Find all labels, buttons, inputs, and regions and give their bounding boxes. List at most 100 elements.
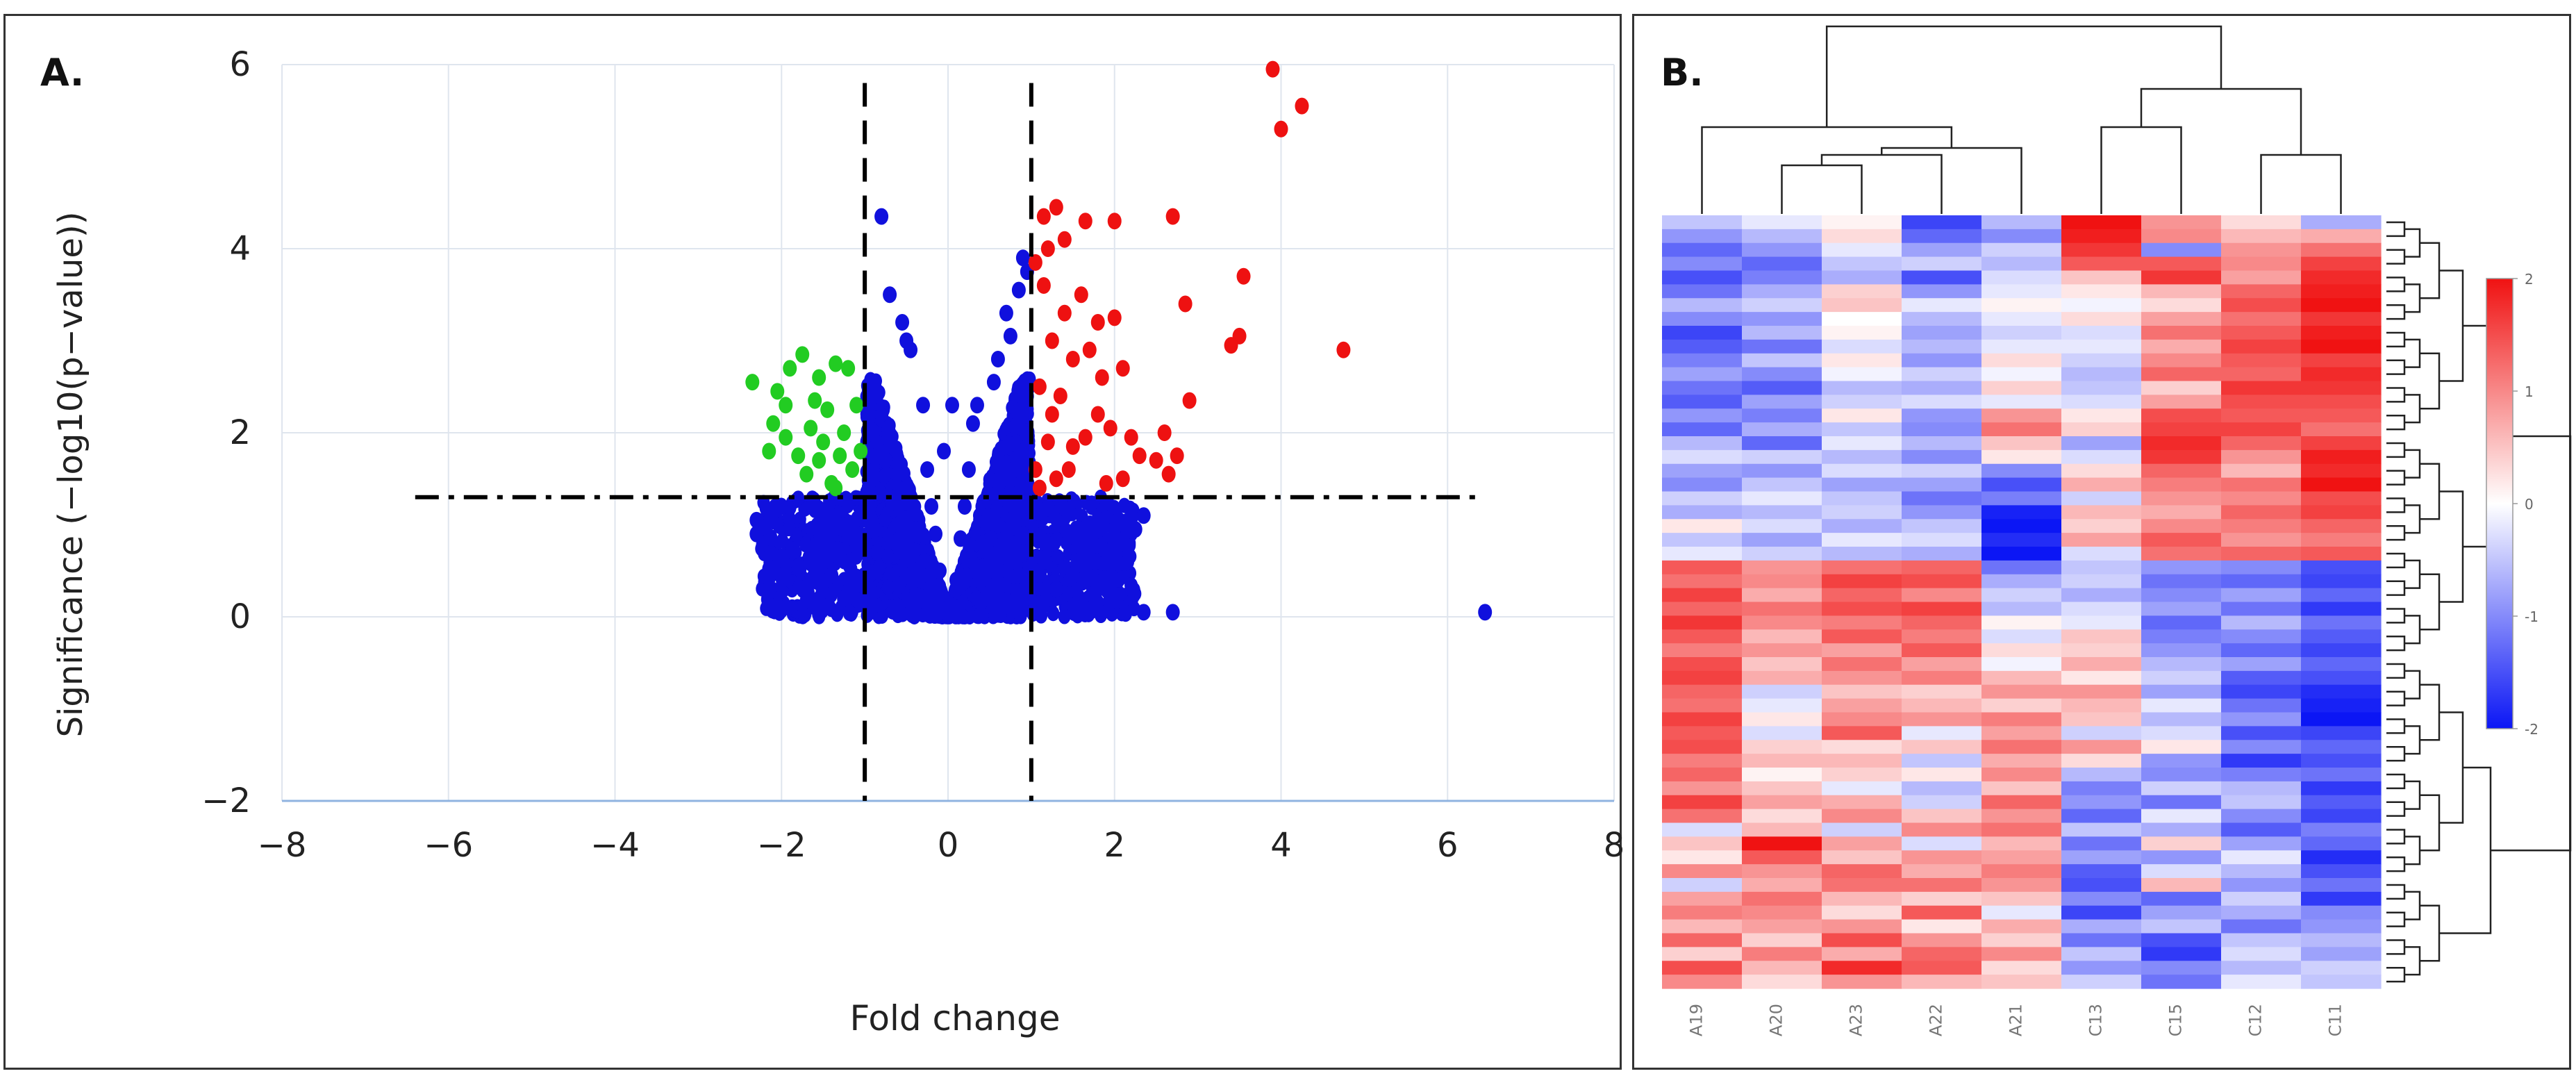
- point-ns: [1097, 542, 1111, 558]
- point-ns: [858, 512, 871, 528]
- heatmap-cell: [1822, 408, 1902, 423]
- column-label: A19: [1687, 1004, 1706, 1036]
- heatmap-cell: [2141, 670, 2222, 686]
- heatmap-cell: [1822, 449, 1902, 465]
- heatmap-cell: [2221, 381, 2302, 395]
- point: [908, 590, 922, 607]
- heatmap-cell: [1981, 905, 2062, 920]
- point-ns: [1120, 538, 1133, 554]
- point: [799, 465, 814, 483]
- heatmap-cell: [1822, 477, 1902, 492]
- heatmap-cell: [1742, 657, 1822, 672]
- point: [1107, 213, 1122, 230]
- heatmap-cell: [1822, 270, 1902, 285]
- heatmap-cell: [2221, 298, 2302, 313]
- point-ns: [993, 452, 1006, 467]
- heatmap-cell: [2221, 256, 2302, 272]
- point: [1165, 604, 1180, 621]
- heatmap-cell: [1902, 574, 1982, 589]
- heatmap-cell: [2141, 795, 2222, 810]
- heatmap-cell: [1662, 519, 1743, 533]
- heatmap-cell: [1902, 768, 1982, 782]
- point: [804, 420, 818, 437]
- heatmap-cell: [1981, 768, 2062, 782]
- point-ns: [922, 601, 936, 617]
- heatmap-cell: [1981, 381, 2062, 395]
- colorbar-tick-label: -2: [2525, 721, 2538, 738]
- point: [779, 429, 793, 446]
- heatmap-cell: [2221, 878, 2302, 893]
- panel-label-a: A.: [40, 51, 84, 94]
- heatmap-cell: [2141, 367, 2222, 382]
- heatmap-cell: [1902, 809, 1982, 824]
- heatmap-cell: [1902, 975, 1982, 989]
- heatmap-cell: [1742, 850, 1822, 865]
- heatmap-cell: [2301, 795, 2382, 810]
- heatmap-cell: [1822, 298, 1902, 313]
- point-ns: [994, 604, 1007, 620]
- heatmap-cell: [1742, 339, 1822, 354]
- heatmap-cell: [1662, 560, 1743, 575]
- heatmap-cell: [1902, 602, 1982, 616]
- heatmap-cell: [2061, 836, 2142, 851]
- dendrogram-branch: [2439, 766, 2492, 934]
- heatmap-cell: [1902, 726, 1982, 740]
- heatmap-cell: [1822, 754, 1902, 768]
- y-tick-label: 2: [229, 413, 251, 452]
- column-label: A20: [1767, 1004, 1786, 1036]
- x-tick-label: 4: [1270, 826, 1292, 865]
- heatmap-cell: [1822, 809, 1902, 824]
- heatmap-cell: [2221, 367, 2302, 382]
- heatmap-cell: [2221, 891, 2302, 906]
- heatmap-cell: [2061, 670, 2142, 686]
- heatmap-cell: [2221, 726, 2302, 740]
- dendrogram-branch: [2386, 884, 2406, 900]
- x-tick-label: 0: [938, 826, 959, 865]
- heatmap-cell: [1981, 643, 2062, 658]
- heatmap-cell: [2221, 242, 2302, 258]
- series-up-regulated: [1028, 60, 1351, 497]
- point: [1082, 553, 1097, 570]
- heatmap-cell: [2061, 298, 2142, 313]
- point-ns: [870, 521, 883, 537]
- point-ns: [774, 497, 788, 513]
- heatmap-cell: [2141, 395, 2222, 409]
- heatmap-cell: [1981, 491, 2062, 506]
- heatmap-cell: [1662, 795, 1743, 810]
- heatmap-cell: [2061, 339, 2142, 354]
- heatmap-cell: [2141, 408, 2222, 423]
- heatmap-cell: [2141, 822, 2222, 837]
- heatmap-cell: [1742, 367, 1822, 382]
- heatmap-cell: [1822, 436, 1902, 451]
- dendrogram-branch: [2404, 946, 2421, 976]
- point: [812, 452, 826, 469]
- heatmap-cell: [2141, 381, 2222, 395]
- heatmap-cell: [2301, 519, 2382, 533]
- heatmap-cell: [2301, 491, 2382, 506]
- heatmap-cell: [2301, 560, 2382, 575]
- heatmap-cell: [2301, 449, 2382, 465]
- heatmap-cell: [1822, 602, 1902, 616]
- heatmap-cell: [2141, 326, 2222, 340]
- heatmap-cell: [1981, 353, 2062, 368]
- point-ns: [1098, 575, 1111, 591]
- heatmap-cell: [1742, 449, 1822, 465]
- heatmap-cell: [1902, 629, 1982, 644]
- heatmap-cell: [1662, 850, 1743, 865]
- heatmap-cell: [1981, 339, 2062, 354]
- point: [1161, 465, 1176, 483]
- heatmap-cell: [2141, 505, 2222, 520]
- heatmap-cell: [2301, 270, 2382, 285]
- heatmap-cell: [2221, 919, 2302, 934]
- point-ns: [1033, 581, 1047, 597]
- heatmap-cell: [2221, 533, 2302, 547]
- heatmap-cell: [2061, 381, 2142, 395]
- heatmap-cell: [1662, 768, 1743, 782]
- y-tick-label: 0: [229, 597, 251, 636]
- heatmap-cell: [1822, 353, 1902, 368]
- heatmap-cell: [2301, 919, 2382, 934]
- heatmap-cell: [1742, 754, 1822, 768]
- heatmap-cell: [2061, 768, 2142, 782]
- heatmap-cell: [2301, 836, 2382, 851]
- heatmap-cell: [2061, 408, 2142, 423]
